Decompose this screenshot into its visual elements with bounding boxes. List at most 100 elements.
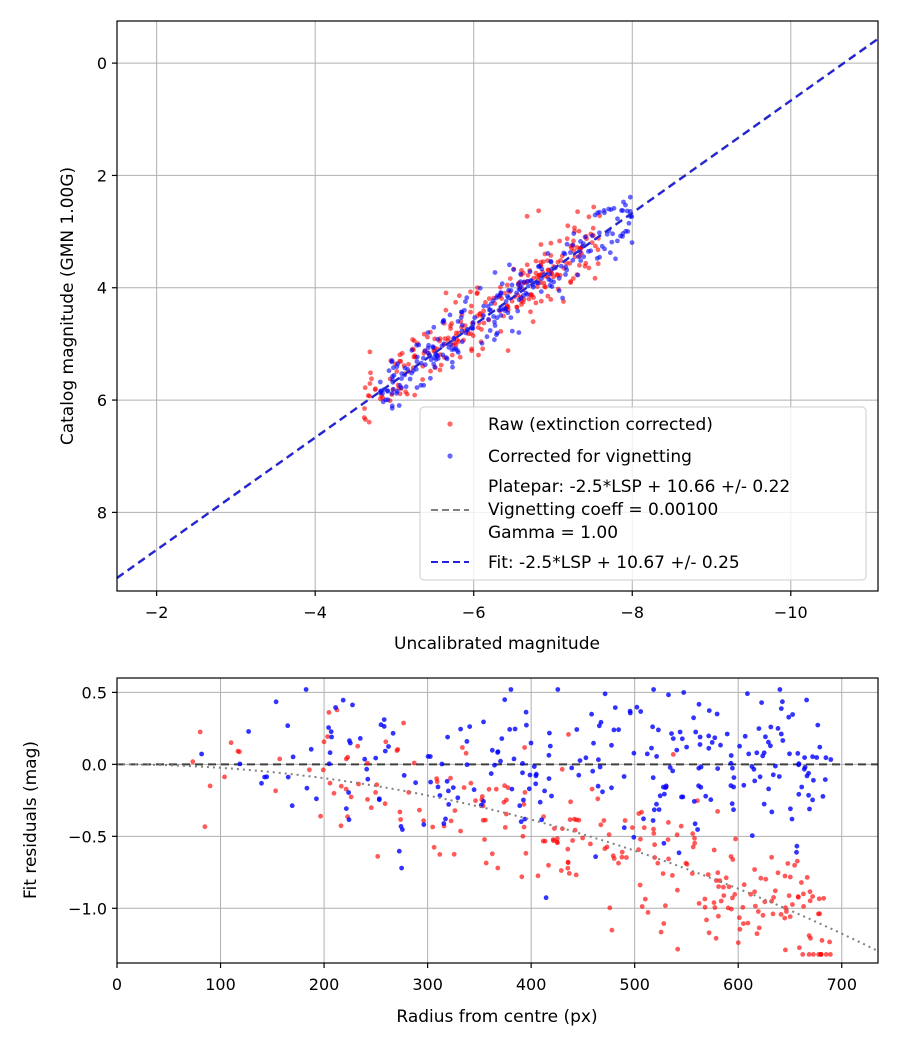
raw-data-point (412, 392, 418, 398)
raw-residual-point (601, 818, 607, 823)
corrected-residual-point (445, 734, 450, 740)
raw-residual-point (607, 905, 613, 911)
raw-residual-point (740, 904, 746, 910)
corrected-residual-point (437, 793, 443, 798)
corrected-data-point (568, 250, 573, 255)
raw-residual-point (807, 898, 813, 904)
raw-residual-point (479, 794, 485, 799)
corrected-residual-point (749, 833, 755, 838)
corrected-data-point (576, 254, 581, 260)
corrected-residual-point (399, 865, 404, 871)
corrected-residual-point (715, 766, 721, 771)
raw-residual-point (565, 860, 571, 866)
raw-residual-point (307, 767, 312, 773)
corrected-data-point (494, 295, 499, 301)
corrected-data-point (507, 262, 512, 268)
raw-residual-point (520, 833, 526, 839)
corrected-data-point (485, 303, 491, 309)
calibration-points (361, 194, 635, 425)
raw-data-point (453, 299, 458, 305)
corrected-data-point (619, 208, 624, 213)
legend: Raw (extinction corrected) Corrected for… (419, 406, 867, 581)
raw-residual-point (365, 797, 370, 802)
raw-residual-point (550, 837, 556, 842)
corrected-data-point (592, 212, 598, 218)
corrected-residual-point (609, 785, 614, 791)
raw-residual-point (807, 889, 813, 895)
corrected-residual-point (382, 748, 388, 754)
corrected-residual-point (761, 750, 767, 756)
corrected-residual-point (731, 807, 736, 813)
corrected-residual-point (464, 762, 470, 768)
corrected-residual-point (737, 743, 742, 749)
raw-residual-point (483, 860, 489, 866)
corrected-residual-point (533, 781, 539, 787)
raw-residual-point (604, 844, 610, 850)
raw-residual-point (573, 872, 579, 878)
corrected-residual-point (304, 785, 310, 791)
raw-data-point (425, 334, 430, 340)
corrected-data-point (508, 315, 514, 320)
raw-data-point (437, 367, 443, 373)
corrected-data-point (488, 301, 494, 306)
calibration-y-tick-label: 0 (97, 54, 107, 73)
corrected-data-point (441, 341, 447, 347)
raw-residual-point (588, 841, 593, 847)
corrected-residual-point (709, 740, 715, 745)
raw-residual-point (495, 865, 501, 871)
corrected-residual-point (401, 773, 407, 778)
raw-data-point (536, 208, 541, 214)
raw-data-point (362, 385, 368, 391)
corrected-residual-point (386, 744, 391, 749)
raw-residual-point (619, 854, 625, 860)
residuals-x-axis-label: Radius from centre (px) (396, 1007, 597, 1027)
raw-residual-point (790, 902, 795, 907)
raw-residual-point (721, 893, 727, 898)
corrected-data-point (484, 334, 490, 340)
corrected-residual-point (577, 758, 583, 763)
corrected-data-point (432, 364, 438, 370)
corrected-residual-point (381, 717, 387, 722)
corrected-data-point (511, 267, 516, 272)
raw-residual-point (810, 894, 815, 899)
raw-data-point (438, 362, 444, 368)
corrected-residual-point (590, 768, 596, 774)
raw-data-point (428, 368, 433, 374)
corrected-data-point (458, 315, 464, 320)
raw-residual-point (661, 921, 667, 926)
raw-residual-point (670, 873, 675, 878)
corrected-data-point (538, 289, 544, 294)
corrected-residual-point (326, 761, 332, 767)
raw-residual-point (368, 805, 374, 811)
raw-residual-point (675, 946, 681, 952)
raw-residual-point (565, 846, 571, 852)
raw-data-point (367, 393, 372, 399)
raw-residual-point (616, 860, 621, 866)
corrected-residual-point (543, 895, 549, 901)
raw-data-point (538, 259, 544, 265)
corrected-residual-point (527, 772, 533, 778)
raw-data-point (443, 307, 449, 313)
raw-residual-point (811, 952, 816, 957)
corrected-residual-point (609, 742, 614, 748)
corrected-residual-point (522, 816, 528, 822)
raw-residual-point (480, 817, 486, 823)
raw-residual-point (716, 884, 721, 889)
corrected-data-point (459, 309, 464, 315)
raw-data-point (524, 262, 530, 268)
raw-data-point (524, 213, 530, 219)
raw-residual-point (652, 842, 657, 848)
corrected-data-point (563, 272, 568, 277)
raw-data-point (529, 292, 535, 298)
corrected-residual-point (751, 766, 757, 772)
raw-residual-point (816, 952, 821, 957)
raw-data-point (538, 242, 544, 247)
corrected-residual-point (444, 778, 450, 784)
corrected-residual-point (807, 806, 812, 812)
corrected-data-point (422, 348, 428, 354)
corrected-residual-point (651, 687, 656, 692)
raw-residual-point (753, 903, 758, 909)
corrected-residual-point (596, 757, 601, 763)
raw-residual-point (574, 817, 579, 823)
corrected-residual-point (481, 719, 486, 725)
